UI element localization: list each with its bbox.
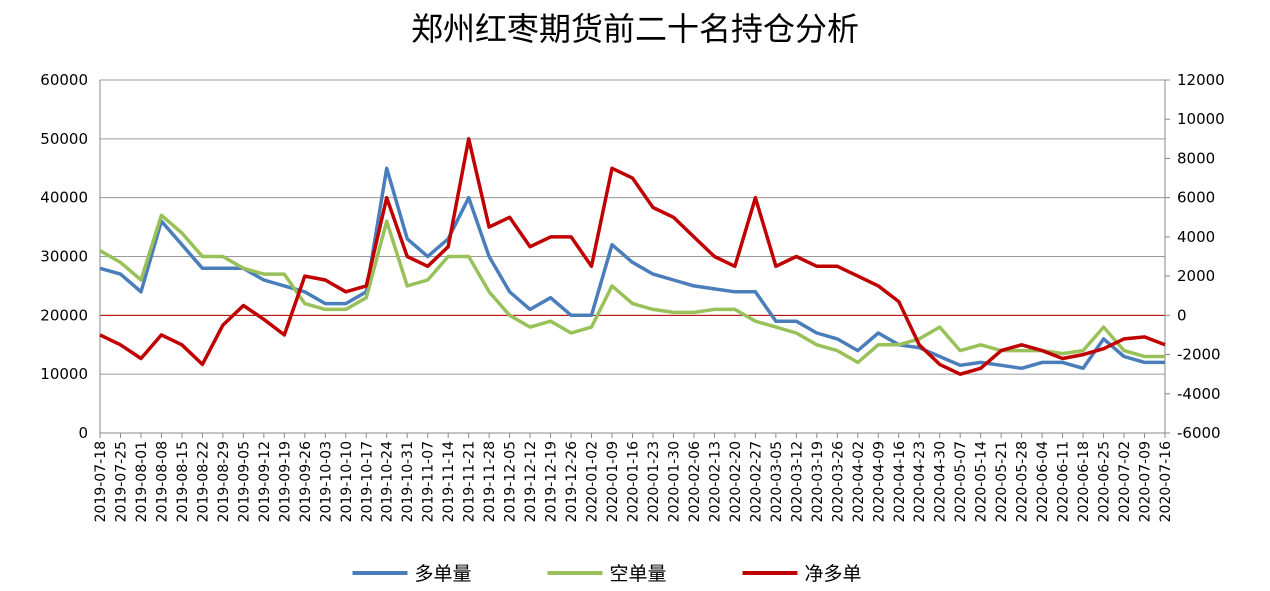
x-tick-label: 2019-08-29 (216, 441, 232, 522)
x-tick-label: 2020-07-09 (1138, 441, 1154, 522)
x-tick-label: 2020-01-02 (585, 441, 601, 522)
series-line (99, 213, 1165, 365)
legend-label: 多单量 (415, 563, 472, 585)
x-tick-label: 2020-04-23 (912, 441, 928, 522)
x-tick-label: 2019-12-05 (503, 441, 519, 522)
x-tick-label: 2020-03-19 (810, 441, 826, 522)
y2-tick-label: -6000 (1177, 424, 1221, 442)
x-tick-label: 2019-11-28 (482, 441, 498, 522)
y2-tick-label: -2000 (1177, 346, 1221, 364)
x-tick-label: 2019-10-31 (400, 441, 416, 522)
x-tick-label: 2019-10-03 (318, 441, 334, 522)
legend-label: 净多单 (805, 563, 862, 585)
x-tick-label: 2019-08-01 (134, 441, 150, 522)
y2-tick-label: 12000 (1177, 71, 1225, 89)
x-tick-label: 2020-02-20 (728, 441, 744, 522)
legend-label: 空单量 (610, 563, 667, 585)
x-tick-label: 2020-05-14 (974, 441, 990, 522)
y2-tick-label: 10000 (1177, 110, 1225, 128)
x-tick-label: 2019-07-18 (93, 441, 109, 522)
y-tick-label: 40000 (40, 189, 88, 207)
x-tick-label: 2019-07-25 (113, 441, 129, 522)
x-tick-label: 2019-11-14 (441, 441, 457, 522)
x-tick-label: 2020-06-04 (1035, 441, 1051, 522)
x-tick-label: 2020-07-02 (1117, 441, 1133, 522)
x-tick-label: 2020-04-30 (933, 441, 949, 522)
x-tick-label: 2019-11-21 (462, 441, 478, 522)
x-tick-label: 2019-09-12 (257, 441, 273, 522)
x-tick-label: 2019-10-17 (359, 441, 375, 522)
x-tick-label: 2020-02-27 (748, 441, 764, 522)
x-tick-label: 2020-03-26 (830, 441, 846, 522)
x-tick-label: 2020-01-16 (626, 441, 642, 522)
x-tick-label: 2019-11-07 (421, 441, 437, 522)
x-tick-label: 2020-01-23 (646, 441, 662, 522)
x-tick-label: 2019-09-19 (277, 441, 293, 522)
x-tick-label: 2020-05-07 (953, 441, 969, 522)
x-tick-label: 2020-03-12 (789, 441, 805, 522)
x-tick-label: 2020-01-30 (666, 441, 682, 522)
x-tick-label: 2020-06-11 (1056, 441, 1072, 522)
series-line (99, 137, 1166, 376)
x-tick-label: 2019-12-26 (564, 441, 580, 522)
y2-tick-label: -4000 (1177, 385, 1221, 403)
y-tick-label: 60000 (40, 71, 88, 89)
y-tick-label: 20000 (40, 306, 88, 324)
x-tick-label: 2019-08-08 (154, 441, 170, 522)
y2-tick-label: 0 (1177, 306, 1187, 324)
x-tick-label: 2019-10-10 (339, 441, 355, 522)
x-tick-label: 2020-03-05 (769, 441, 785, 522)
x-tick-label: 2019-12-12 (523, 441, 539, 522)
x-tick-label: 2019-09-05 (236, 441, 252, 522)
x-tick-label: 2020-06-18 (1076, 441, 1092, 522)
x-tick-label: 2019-12-19 (544, 441, 560, 522)
x-tick-label: 2020-06-25 (1097, 441, 1113, 522)
y-tick-label: 10000 (40, 365, 88, 383)
y2-tick-label: 4000 (1177, 228, 1215, 246)
y-tick-label: 50000 (40, 130, 88, 148)
x-tick-label: 2020-07-16 (1158, 441, 1174, 522)
x-tick-label: 2020-04-09 (871, 441, 887, 522)
y-tick-label: 0 (78, 424, 88, 442)
x-tick-label: 2020-01-09 (605, 441, 621, 522)
x-tick-label: 2019-10-24 (380, 441, 396, 522)
y2-tick-label: 2000 (1177, 267, 1215, 285)
series-line (99, 166, 1165, 371)
x-tick-label: 2020-02-06 (687, 441, 703, 522)
x-tick-label: 2020-04-02 (851, 441, 867, 522)
x-tick-label: 2019-08-15 (175, 441, 191, 522)
x-tick-label: 2020-02-13 (707, 441, 723, 522)
x-tick-label: 2020-04-16 (892, 441, 908, 522)
y2-tick-label: 6000 (1177, 189, 1215, 207)
y2-tick-label: 8000 (1177, 149, 1215, 167)
chart-title: 郑州红枣期货前二十名持仓分析 (411, 10, 859, 48)
x-tick-label: 2019-09-26 (298, 441, 314, 522)
x-tick-label: 2020-05-21 (994, 441, 1010, 522)
x-tick-label: 2020-05-28 (1015, 441, 1031, 522)
y-tick-label: 30000 (40, 248, 88, 266)
x-tick-label: 2019-08-22 (195, 441, 211, 522)
